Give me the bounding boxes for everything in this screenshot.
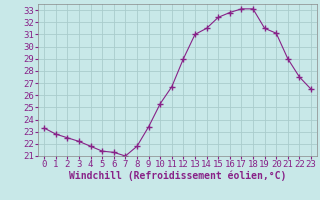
X-axis label: Windchill (Refroidissement éolien,°C): Windchill (Refroidissement éolien,°C) bbox=[69, 171, 286, 181]
